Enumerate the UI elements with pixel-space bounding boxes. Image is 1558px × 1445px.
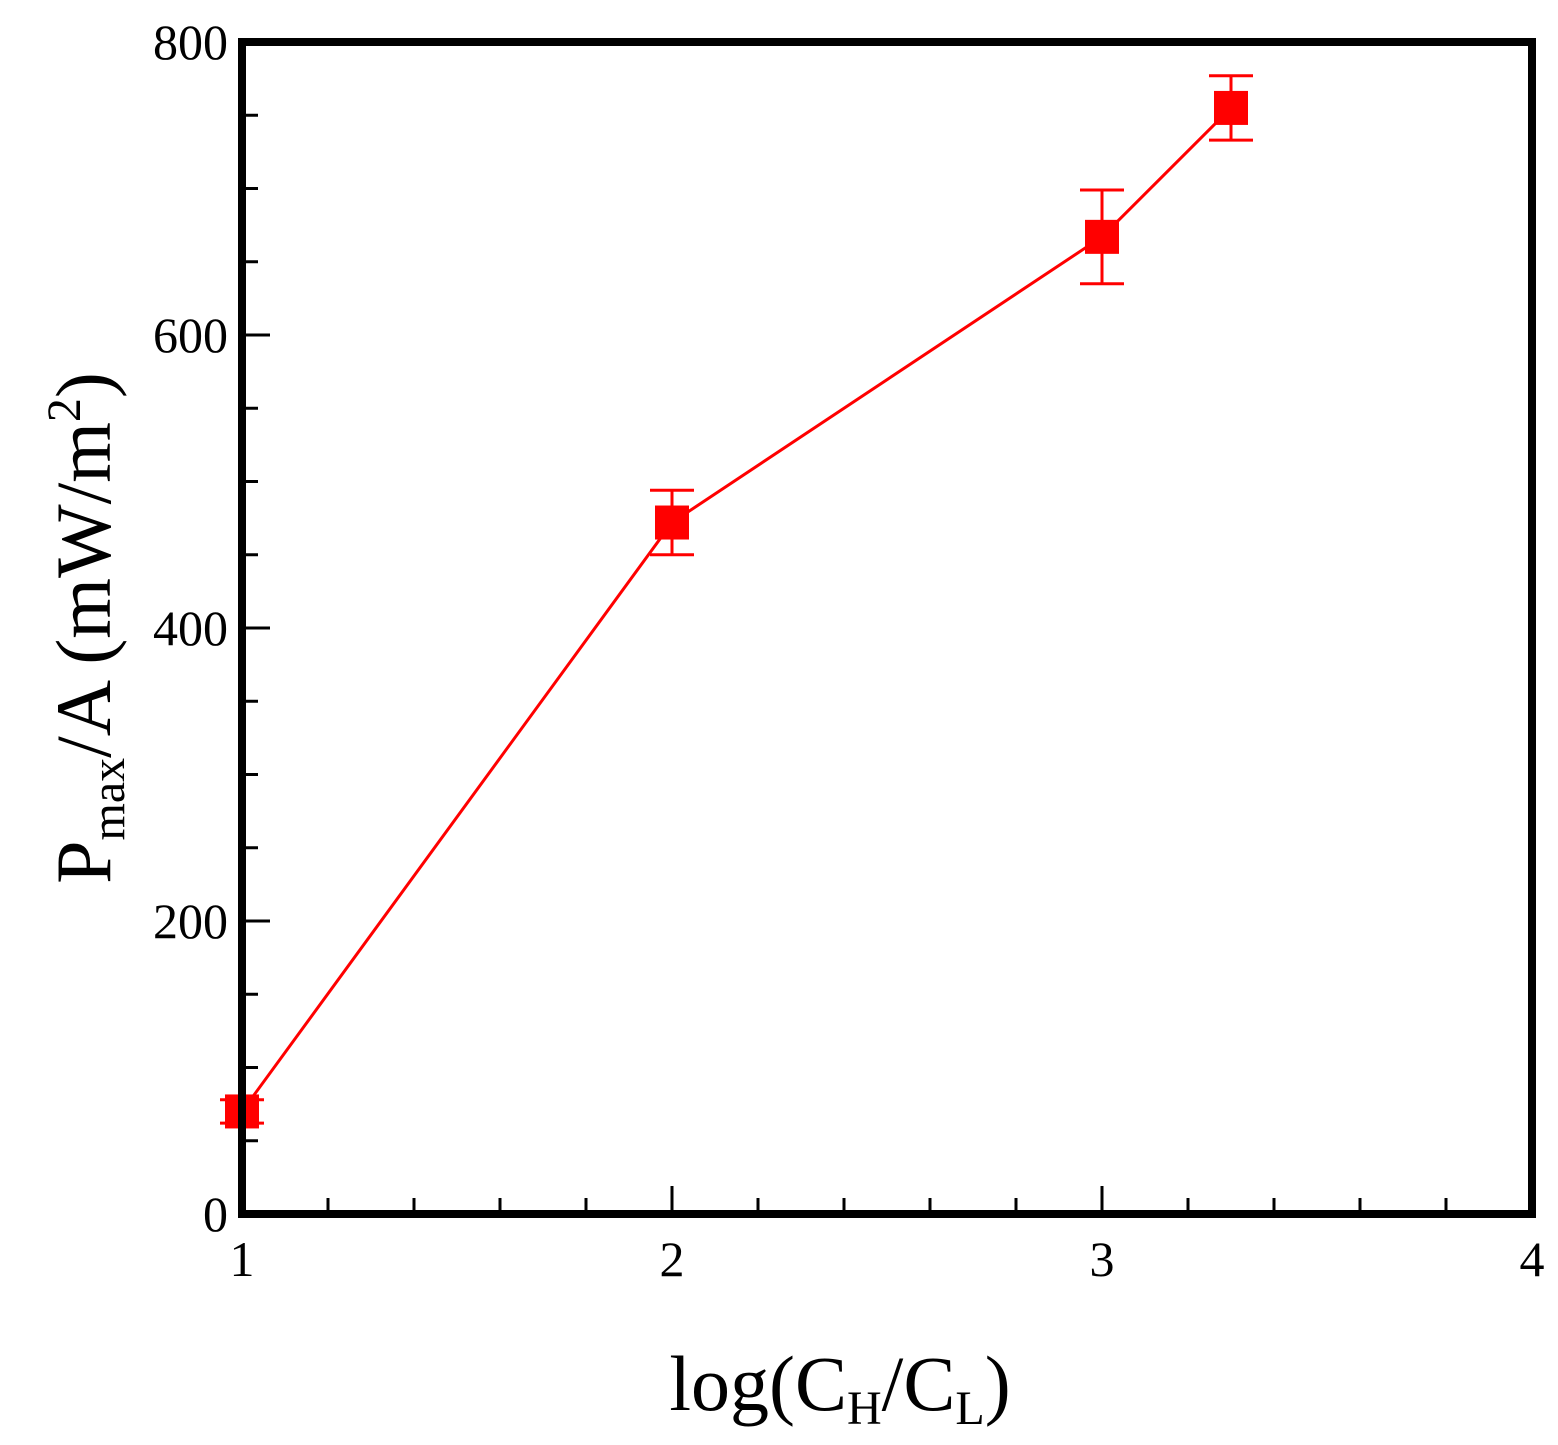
x-tick-label: 2 bbox=[660, 1231, 685, 1287]
x-tick-label: 4 bbox=[1520, 1231, 1545, 1287]
x-tick-label: 1 bbox=[230, 1231, 255, 1287]
y-tick-label: 0 bbox=[203, 1186, 228, 1242]
x-tick-label: 3 bbox=[1090, 1231, 1115, 1287]
y-axis-title: Pmax/A (mW/m2) bbox=[38, 372, 135, 884]
data-point bbox=[1214, 90, 1248, 125]
data-series bbox=[220, 74, 1253, 1129]
tick-labels: 1 2 3 4 0 200 400 600 800 bbox=[153, 14, 1545, 1287]
y-tick-label: 400 bbox=[153, 600, 228, 656]
axis-ticks bbox=[240, 40, 1534, 1216]
data-point bbox=[655, 505, 689, 540]
y-tick-label: 800 bbox=[153, 14, 228, 70]
y-tick-label: 200 bbox=[153, 893, 228, 949]
x-axis-title: log(CH/CL) bbox=[669, 1340, 1010, 1435]
y-tick-label: 600 bbox=[153, 307, 228, 363]
data-point bbox=[1085, 219, 1119, 254]
series-line bbox=[240, 106, 1233, 1113]
plot-frame bbox=[238, 38, 1536, 1218]
